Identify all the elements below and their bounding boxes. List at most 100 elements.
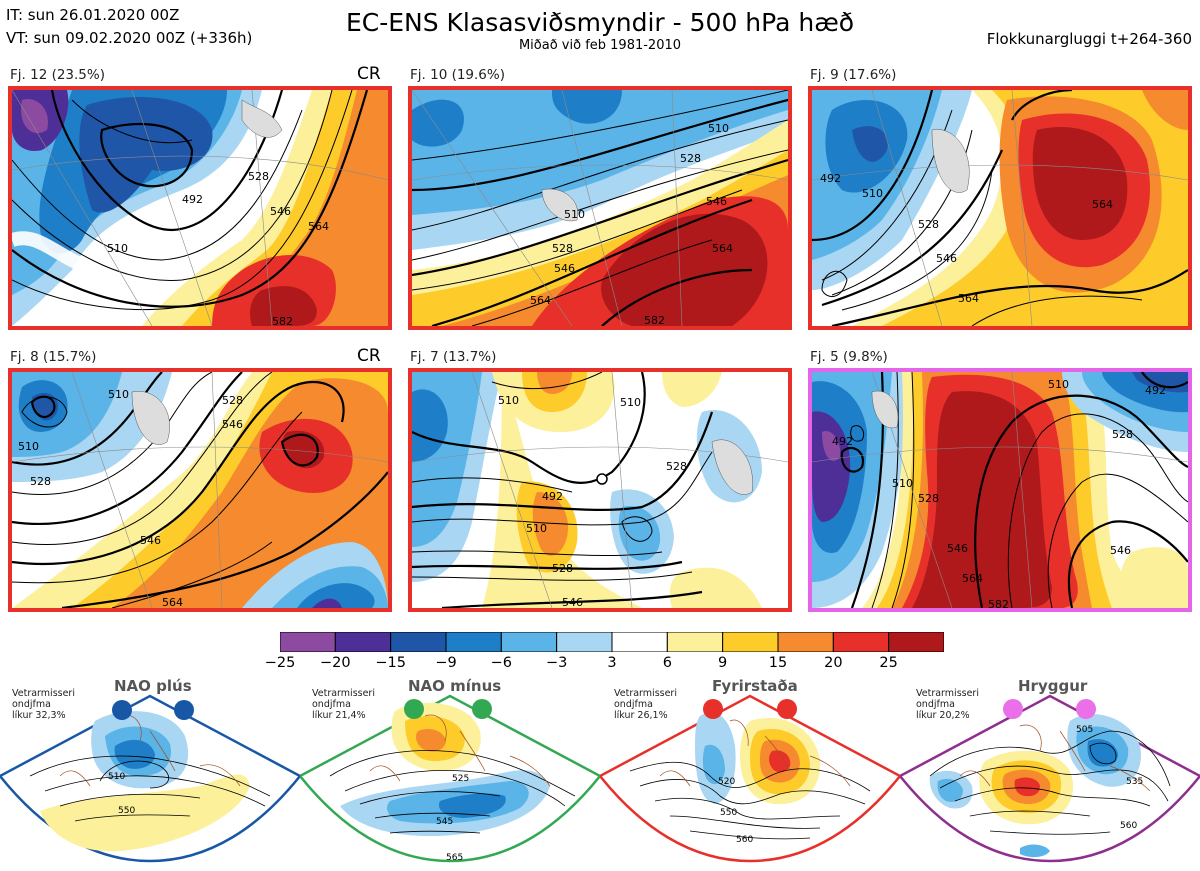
contour-label: 520 bbox=[718, 777, 735, 787]
colorbar-swatches bbox=[279, 631, 945, 653]
colorbar-tick-label: −9 bbox=[435, 655, 457, 671]
contour-label: 546 bbox=[140, 534, 161, 547]
contour-label: 510 bbox=[564, 208, 585, 221]
contour-label: 510 bbox=[892, 477, 913, 490]
contour-label: 564 bbox=[958, 292, 979, 305]
colorbar-swatch bbox=[832, 631, 890, 653]
colorbar-swatch bbox=[500, 631, 558, 653]
contour-label: 510 bbox=[108, 388, 129, 401]
contour-label: 492 bbox=[182, 193, 203, 206]
contour-label: 528 bbox=[918, 218, 939, 231]
regime-2-title: NAO mínus bbox=[408, 677, 502, 695]
regime-4-info-line: ondjfma bbox=[916, 699, 955, 710]
contour-label: 528 bbox=[248, 170, 269, 183]
colorbar-tick-label: −3 bbox=[545, 655, 568, 671]
cluster-map-2: 510 510 528 528 546 546 564 564 582 bbox=[408, 86, 792, 330]
colorbar-tick-label: 20 bbox=[824, 655, 843, 671]
header-times: IT: sun 26.01.2020 00Z VT: sun 09.02.202… bbox=[6, 4, 252, 50]
panel-5-label: Fj. 7 (13.7%) bbox=[410, 349, 497, 365]
contour-label: 505 bbox=[1076, 725, 1093, 735]
contour-label: 560 bbox=[736, 835, 753, 845]
regime-2-info-line: ondjfma bbox=[312, 699, 351, 710]
contour-label: 510 bbox=[1048, 378, 1069, 391]
classification-window: Flokkunargluggi t+264-360 bbox=[986, 30, 1192, 48]
colorbar-tick-label: 25 bbox=[879, 655, 898, 671]
colorbar-tick-label: −20 bbox=[320, 655, 351, 671]
colorbar-swatch bbox=[666, 631, 724, 653]
contour-label: 582 bbox=[644, 314, 665, 326]
regime-3-info-line: líkur 26,1% bbox=[614, 710, 668, 721]
regime-2-info-line: líkur 21,4% bbox=[312, 710, 366, 721]
contour-label: 546 bbox=[1110, 544, 1131, 557]
colorbar-tick-label: −15 bbox=[375, 655, 406, 671]
contour-label: 510 bbox=[108, 772, 125, 782]
contour-label: 528 bbox=[680, 152, 701, 165]
panel-4-label: Fj. 8 (15.7%) bbox=[10, 349, 97, 365]
contour-label: 510 bbox=[620, 396, 641, 409]
colorbar-swatch bbox=[334, 631, 392, 653]
page-subtitle: Miðað við feb 1981-2010 bbox=[518, 38, 682, 53]
panel-1-label: Fj. 12 (23.5%) bbox=[10, 67, 105, 83]
regime-4-title: Hryggur bbox=[1018, 677, 1088, 695]
contour-label: 492 bbox=[832, 435, 853, 448]
regime-1-dot bbox=[174, 700, 194, 720]
regime-map-ridge: 505 535 560 bbox=[900, 694, 1200, 863]
regime-1-info: Vetrarmisseri ondjfma líkur 32,3% bbox=[12, 688, 75, 721]
contour-label: 550 bbox=[720, 808, 737, 818]
colorbar-tick-label: −25 bbox=[264, 655, 296, 671]
regime-3-dot bbox=[703, 699, 723, 719]
contour-label: 528 bbox=[666, 460, 687, 473]
colorbar-swatch bbox=[722, 631, 779, 653]
contour-label: 565 bbox=[446, 853, 463, 863]
contour-label: 528 bbox=[222, 394, 243, 407]
contour-label: 510 bbox=[526, 522, 547, 535]
contour-label: 492 bbox=[820, 172, 841, 185]
colorbar-tick-label: 3 bbox=[607, 655, 617, 671]
colorbar-swatch bbox=[611, 631, 668, 653]
regime-4-dot bbox=[1076, 699, 1096, 719]
regime-2-dot bbox=[404, 699, 424, 719]
contour-label: 545 bbox=[436, 817, 453, 827]
regime-4-info-line: líkur 20,2% bbox=[916, 710, 970, 721]
colorbar-tick-label: 6 bbox=[662, 655, 672, 671]
contour-label: 492 bbox=[542, 490, 563, 503]
cluster-map-4: 510 510 528 528 546 546 564 bbox=[8, 368, 392, 612]
contour-label: 564 bbox=[962, 572, 983, 585]
contour-label: 528 bbox=[1112, 428, 1133, 441]
contour-label: 528 bbox=[918, 492, 939, 505]
colorbar-tick-label: −6 bbox=[490, 655, 513, 671]
contour-label: 528 bbox=[552, 242, 573, 255]
regime-1-info-line: Vetrarmisseri bbox=[12, 688, 75, 699]
contour-label: 546 bbox=[706, 195, 727, 208]
regime-3-info-line: ondjfma bbox=[614, 699, 653, 710]
regime-4-dot bbox=[1003, 699, 1023, 719]
contour-label: 564 bbox=[712, 242, 733, 255]
regime-map-nao-minus: 525 545 565 bbox=[300, 694, 600, 863]
cluster-map-3: 492 510 528 546 564 564 bbox=[808, 86, 1192, 330]
cluster-map-6: 492 492 510 510 528 528 546 546 564 582 bbox=[808, 368, 1192, 612]
contour-label: 525 bbox=[452, 774, 469, 784]
regime-map-nao-plus: 510 550 bbox=[0, 694, 300, 863]
regime-3-title: Fyrirstaða bbox=[712, 677, 798, 695]
contour-label: 546 bbox=[562, 596, 583, 608]
panel-2-label: Fj. 10 (19.6%) bbox=[410, 67, 505, 83]
contour-label: 564 bbox=[308, 220, 329, 233]
init-time: IT: sun 26.01.2020 00Z bbox=[6, 6, 180, 24]
panel-1-tag: CR bbox=[357, 64, 381, 84]
regime-4-info-line: Vetrarmisseri bbox=[916, 688, 979, 699]
contour-label: 510 bbox=[498, 394, 519, 407]
contour-label: 564 bbox=[1092, 198, 1113, 211]
contour-label: 546 bbox=[554, 262, 575, 275]
contour-label: 560 bbox=[1120, 821, 1137, 831]
colorbar-tick-label: 9 bbox=[718, 655, 728, 671]
regime-4-info: Vetrarmisseri ondjfma líkur 20,2% bbox=[916, 688, 979, 721]
regime-3-dot bbox=[777, 699, 797, 719]
contour-label: 510 bbox=[18, 440, 39, 453]
contour-label: 492 bbox=[1145, 384, 1166, 397]
regime-1-info-line: líkur 32,3% bbox=[12, 710, 66, 721]
colorbar-swatch bbox=[445, 631, 502, 653]
colorbar-swatch bbox=[777, 631, 834, 653]
contour-label: 546 bbox=[936, 252, 957, 265]
contour-label: 582 bbox=[988, 598, 1009, 608]
colorbar bbox=[279, 631, 945, 656]
